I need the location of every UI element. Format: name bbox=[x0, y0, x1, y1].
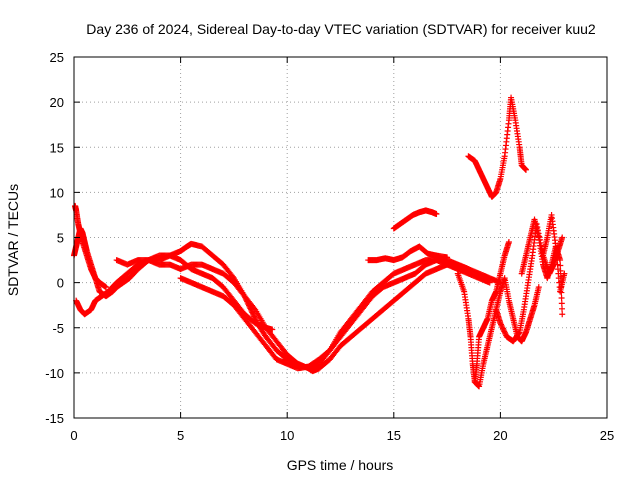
data-point bbox=[561, 270, 568, 277]
x-axis-label: GPS time / hours bbox=[287, 457, 394, 473]
data-point bbox=[269, 326, 276, 333]
axis-layer: 0 5 10 15 20 25 -15 -10 -5 0 5 10 15 20 25 bbox=[45, 50, 614, 443]
series-track-4 bbox=[113, 257, 472, 372]
data-point bbox=[501, 329, 508, 336]
chart-title: Day 236 of 2024, Sidereal Day-to-day VTE… bbox=[86, 21, 596, 37]
y-tick-label: -15 bbox=[45, 411, 64, 426]
y-tick-label: 5 bbox=[57, 231, 64, 246]
y-tick-label: 0 bbox=[57, 276, 64, 291]
data-point bbox=[433, 211, 440, 218]
data-point bbox=[558, 294, 565, 301]
series-track-7 bbox=[390, 207, 440, 232]
data-point bbox=[558, 300, 565, 307]
data-point bbox=[252, 316, 259, 323]
data-point bbox=[535, 284, 542, 291]
data-point bbox=[522, 166, 529, 173]
data-point bbox=[501, 328, 508, 335]
x-tick-label: 25 bbox=[600, 428, 614, 443]
series-track-8 bbox=[465, 94, 529, 200]
data-point bbox=[505, 239, 512, 246]
y-tick-label: 25 bbox=[50, 50, 64, 65]
data-point bbox=[499, 324, 506, 331]
data-point bbox=[499, 325, 506, 332]
data-point bbox=[486, 279, 493, 286]
data-point bbox=[498, 322, 505, 329]
y-tick-label: -10 bbox=[45, 366, 64, 381]
y-tick-label: 20 bbox=[50, 95, 64, 110]
series-track-5 bbox=[177, 257, 493, 372]
x-tick-label: 20 bbox=[493, 428, 507, 443]
data-point bbox=[557, 262, 564, 269]
data-point bbox=[559, 311, 566, 318]
x-tick-label: 10 bbox=[280, 428, 294, 443]
data-layer bbox=[71, 94, 568, 390]
data-point bbox=[515, 330, 522, 337]
data-point bbox=[251, 313, 258, 320]
data-point bbox=[249, 309, 256, 316]
x-tick-label: 5 bbox=[177, 428, 184, 443]
y-tick-label: 15 bbox=[50, 140, 64, 155]
grid-layer bbox=[74, 57, 607, 418]
data-point bbox=[559, 305, 566, 312]
series-track-13 bbox=[540, 211, 568, 295]
data-point bbox=[500, 327, 507, 334]
data-point bbox=[102, 284, 109, 291]
series-track-9 bbox=[454, 239, 512, 385]
data-point bbox=[444, 254, 451, 261]
series-track-11 bbox=[493, 220, 566, 345]
x-tick-label: 0 bbox=[70, 428, 77, 443]
y-tick-label: 10 bbox=[50, 185, 64, 200]
data-point bbox=[502, 331, 509, 338]
y-tick-label: -5 bbox=[52, 321, 64, 336]
data-point bbox=[253, 317, 260, 324]
data-point bbox=[497, 320, 504, 327]
y-axis-label: SDTVAR / TECUs bbox=[5, 184, 21, 296]
plot-frame bbox=[73, 56, 608, 419]
data-point bbox=[559, 234, 566, 241]
x-tick-label: 15 bbox=[387, 428, 401, 443]
series-track-6 bbox=[365, 243, 451, 264]
data-point bbox=[498, 321, 505, 328]
data-point bbox=[251, 314, 258, 321]
data-point bbox=[251, 305, 258, 312]
